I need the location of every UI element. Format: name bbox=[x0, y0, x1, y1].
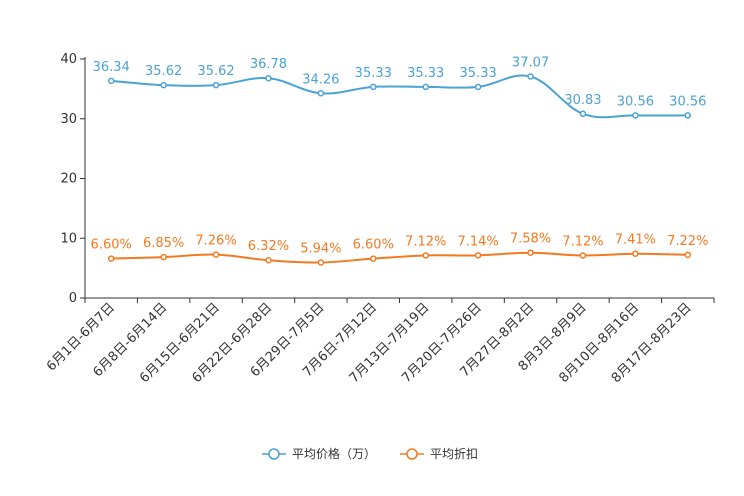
data-label: 7.22% bbox=[667, 234, 708, 249]
series-avg-discount: 6.60% 6.85% 7.26% 6.32% 5.94% 6.60% 7.12% 7.14%… bbox=[91, 232, 708, 266]
y-tick-label: 30 bbox=[60, 112, 77, 127]
legend-item-avg-discount: 平均折扣 bbox=[400, 446, 478, 461]
data-label: 7.12% bbox=[562, 234, 603, 249]
data-label: 35.62 bbox=[145, 64, 182, 79]
data-label: 7.58% bbox=[510, 232, 551, 247]
data-label: 7.12% bbox=[405, 234, 446, 249]
data-point bbox=[212, 81, 220, 89]
y-tick-label: 20 bbox=[60, 172, 77, 187]
data-label: 7.14% bbox=[457, 234, 498, 249]
data-point bbox=[684, 251, 692, 259]
data-point bbox=[317, 90, 325, 97]
data-point bbox=[579, 110, 587, 118]
data-point bbox=[422, 252, 429, 259]
data-label: 7.26% bbox=[195, 234, 236, 249]
series-line bbox=[111, 251, 688, 264]
data-label: 30.83 bbox=[564, 93, 601, 108]
data-point bbox=[422, 83, 429, 91]
legend: 平均价格（万） 平均折扣 bbox=[262, 446, 478, 461]
data-point bbox=[160, 81, 167, 89]
data-point bbox=[474, 83, 482, 91]
legend-label: 平均价格（万） bbox=[292, 446, 376, 461]
data-label: 30.56 bbox=[669, 94, 706, 109]
data-label: 34.26 bbox=[302, 72, 339, 87]
data-point bbox=[632, 112, 639, 119]
legend-marker-icon bbox=[268, 448, 280, 460]
data-point bbox=[317, 259, 325, 266]
series-line bbox=[111, 74, 688, 119]
legend-marker-icon bbox=[406, 448, 418, 460]
series-layer: 36.34 35.62 35.62 36.78 34.26 35.33 35.33 35.33… bbox=[91, 56, 708, 266]
data-point bbox=[527, 249, 534, 256]
data-point bbox=[265, 74, 272, 82]
data-point bbox=[370, 83, 377, 91]
data-point bbox=[684, 112, 692, 119]
legend-label: 平均折扣 bbox=[430, 446, 478, 461]
data-label: 30.56 bbox=[617, 94, 654, 109]
data-label: 36.78 bbox=[250, 57, 287, 72]
data-point bbox=[160, 253, 167, 261]
data-point bbox=[527, 73, 534, 80]
data-point bbox=[212, 251, 220, 258]
data-point bbox=[107, 77, 115, 85]
data-point bbox=[107, 255, 115, 262]
data-label: 5.94% bbox=[300, 242, 341, 257]
data-label: 7.41% bbox=[615, 233, 656, 248]
data-label: 6.60% bbox=[91, 238, 132, 253]
y-tick-label: 40 bbox=[60, 52, 77, 67]
y-tick-label: 10 bbox=[60, 231, 77, 246]
data-label: 37.07 bbox=[512, 56, 549, 71]
data-point bbox=[579, 252, 587, 259]
data-label: 35.33 bbox=[460, 66, 497, 81]
y-tick-label: 0 bbox=[69, 291, 77, 306]
data-point bbox=[370, 255, 377, 262]
data-label: 6.32% bbox=[248, 239, 289, 254]
series-avg-price: 36.34 35.62 35.62 36.78 34.26 35.33 35.33 35.33… bbox=[93, 56, 706, 119]
data-label: 36.34 bbox=[93, 60, 130, 75]
data-label: 35.33 bbox=[407, 66, 444, 81]
data-label: 6.60% bbox=[353, 238, 394, 253]
data-label: 35.62 bbox=[197, 64, 234, 79]
data-point bbox=[474, 252, 482, 259]
data-label: 35.33 bbox=[355, 66, 392, 81]
data-point bbox=[265, 256, 272, 264]
legend-item-avg-price: 平均价格（万） bbox=[262, 446, 376, 461]
data-label: 6.85% bbox=[143, 236, 184, 251]
axes: 0102030406月1日-6月7日6月8日-6月14日6月15日-6月21日6… bbox=[44, 52, 715, 386]
data-point bbox=[632, 250, 639, 257]
